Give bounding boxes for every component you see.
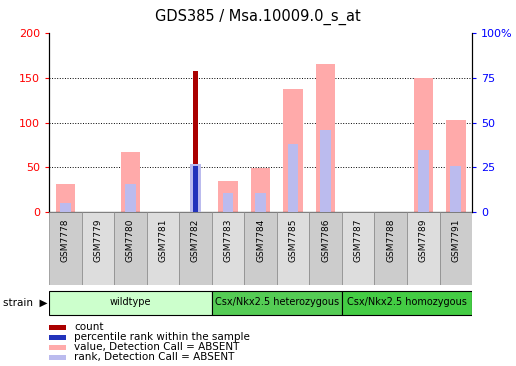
Text: GDS385 / Msa.10009.0_s_at: GDS385 / Msa.10009.0_s_at — [155, 9, 361, 25]
Bar — [244, 212, 277, 285]
Bar — [49, 325, 66, 330]
Bar — [60, 203, 71, 212]
Bar — [450, 166, 461, 212]
Bar — [193, 71, 198, 212]
Bar — [407, 212, 440, 285]
Bar — [342, 291, 472, 315]
Bar — [147, 212, 179, 285]
Text: GSM7778: GSM7778 — [61, 218, 70, 262]
Text: Csx/Nkx2.5 homozygous: Csx/Nkx2.5 homozygous — [347, 297, 467, 307]
Text: GSM7784: GSM7784 — [256, 218, 265, 262]
Text: GSM7785: GSM7785 — [288, 218, 298, 262]
Text: GSM7780: GSM7780 — [126, 218, 135, 262]
Bar — [212, 291, 342, 315]
Text: GSM7781: GSM7781 — [158, 218, 167, 262]
Bar — [56, 184, 75, 212]
Bar — [125, 184, 136, 212]
Text: GSM7783: GSM7783 — [223, 218, 233, 262]
Text: GSM7786: GSM7786 — [321, 218, 330, 262]
Text: GSM7787: GSM7787 — [354, 218, 363, 262]
Text: GSM7779: GSM7779 — [93, 218, 102, 262]
Bar — [342, 212, 375, 285]
Bar — [316, 64, 335, 212]
Text: strain  ▶: strain ▶ — [3, 297, 47, 307]
Text: GSM7791: GSM7791 — [452, 218, 460, 262]
Bar — [320, 130, 331, 212]
Bar — [440, 212, 472, 285]
Text: rank, Detection Call = ABSENT: rank, Detection Call = ABSENT — [74, 352, 235, 362]
Bar — [49, 212, 82, 285]
Bar — [218, 181, 238, 212]
Bar — [190, 164, 201, 212]
Text: GSM7788: GSM7788 — [386, 218, 395, 262]
Bar — [179, 212, 212, 285]
Bar — [446, 120, 465, 212]
Bar — [283, 89, 303, 212]
Bar — [223, 193, 233, 212]
Bar — [255, 193, 266, 212]
Bar — [212, 212, 244, 285]
Bar — [49, 345, 66, 350]
Bar — [49, 335, 66, 340]
Text: Csx/Nkx2.5 heterozygous: Csx/Nkx2.5 heterozygous — [215, 297, 339, 307]
Text: value, Detection Call = ABSENT: value, Detection Call = ABSENT — [74, 342, 240, 352]
Bar — [82, 212, 114, 285]
Bar — [413, 78, 433, 212]
Text: wildtype: wildtype — [109, 297, 151, 307]
Bar — [418, 150, 429, 212]
Bar — [277, 212, 310, 285]
Bar — [310, 212, 342, 285]
Text: percentile rank within the sample: percentile rank within the sample — [74, 332, 250, 342]
Text: GSM7789: GSM7789 — [419, 218, 428, 262]
Bar — [49, 291, 212, 315]
Text: count: count — [74, 322, 104, 332]
Text: GSM7782: GSM7782 — [191, 218, 200, 262]
Bar — [121, 152, 140, 212]
Bar — [49, 355, 66, 360]
Bar — [288, 144, 298, 212]
Bar — [375, 212, 407, 285]
Bar — [114, 212, 147, 285]
Bar — [251, 168, 270, 212]
Bar — [193, 166, 198, 212]
